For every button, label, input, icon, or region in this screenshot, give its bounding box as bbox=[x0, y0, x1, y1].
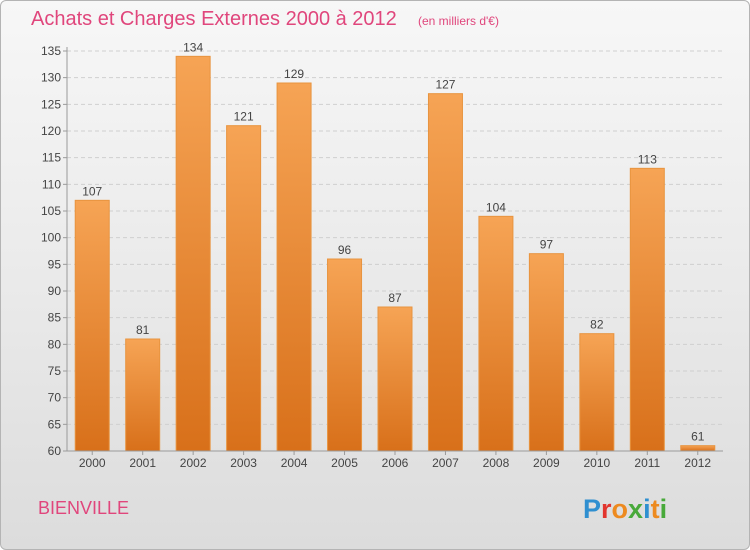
x-tick-label-2009: 2009 bbox=[533, 456, 560, 470]
y-tick-label-80: 80 bbox=[48, 337, 62, 351]
y-tick-label-100: 100 bbox=[41, 231, 61, 245]
data-label-2009: 97 bbox=[540, 238, 554, 252]
x-tick-label-2010: 2010 bbox=[583, 456, 610, 470]
y-tick-label-70: 70 bbox=[48, 391, 62, 405]
bar-2003 bbox=[226, 125, 262, 452]
logo-letter: i bbox=[660, 494, 668, 524]
y-tick-label-85: 85 bbox=[48, 311, 62, 325]
bars bbox=[74, 55, 716, 452]
bar-2005 bbox=[327, 258, 363, 452]
y-tick-label-75: 75 bbox=[48, 364, 62, 378]
logo-letter: P bbox=[583, 494, 601, 524]
logo-letter: t bbox=[651, 494, 660, 524]
y-tick-label-115: 115 bbox=[42, 151, 61, 165]
data-label-2010: 82 bbox=[590, 318, 604, 332]
logo-letter: r bbox=[601, 494, 612, 524]
x-tick-label-2003: 2003 bbox=[230, 456, 257, 470]
data-label-2006: 87 bbox=[388, 291, 402, 305]
bar-2000 bbox=[74, 199, 110, 452]
y-tick-label-125: 125 bbox=[41, 97, 61, 111]
bar-2011 bbox=[629, 167, 665, 452]
bar-2006 bbox=[377, 306, 413, 452]
y-tick-label-110: 110 bbox=[42, 177, 61, 191]
data-label-2012: 61 bbox=[691, 430, 705, 444]
chart-unit: (en milliers d'€) bbox=[418, 14, 499, 28]
x-tick-label-2005: 2005 bbox=[331, 456, 358, 470]
y-tick-label-90: 90 bbox=[48, 284, 62, 298]
bar-2001 bbox=[125, 338, 161, 452]
x-tick-label-2001: 2001 bbox=[129, 456, 156, 470]
y-tick-label-60: 60 bbox=[48, 444, 62, 458]
logo-letter: i bbox=[643, 494, 651, 524]
y-tick-label-130: 130 bbox=[41, 71, 61, 85]
x-tick-label-2004: 2004 bbox=[281, 456, 308, 470]
x-tick-label-2008: 2008 bbox=[483, 456, 510, 470]
x-axis-ticks: 2000 2001 2002 2003 2004 2005 2006 2007 2008 2009… bbox=[79, 451, 711, 470]
bar-2008 bbox=[478, 215, 514, 452]
x-tick-label-2002: 2002 bbox=[180, 456, 207, 470]
data-labels: 107 81 134 121 129 96 87 127 104 97 82 113 61 bbox=[82, 40, 705, 443]
bar-2007 bbox=[427, 93, 463, 452]
y-axis-ticks: 60 65 70 75 80 85 90 95 100 105 110 115 120 125 130 135 bbox=[41, 44, 67, 458]
data-label-2008: 104 bbox=[486, 200, 506, 214]
bar-2002 bbox=[175, 55, 211, 452]
data-label-2001: 81 bbox=[136, 323, 150, 337]
y-tick-label-95: 95 bbox=[48, 257, 62, 271]
bar-2012 bbox=[680, 445, 716, 452]
commune-name: BIENVILLE bbox=[38, 498, 129, 518]
bar-2004 bbox=[276, 82, 312, 452]
data-label-2005: 96 bbox=[338, 243, 352, 257]
bar-2010 bbox=[579, 333, 615, 452]
data-label-2003: 121 bbox=[234, 110, 254, 124]
data-label-2011: 113 bbox=[638, 152, 657, 166]
proxiti-logo: Proxiti bbox=[583, 494, 667, 524]
y-tick-label-135: 135 bbox=[41, 44, 61, 58]
y-tick-label-65: 65 bbox=[48, 417, 62, 431]
logo-letter: o bbox=[612, 494, 629, 524]
x-tick-label-2000: 2000 bbox=[79, 456, 106, 470]
y-tick-label-105: 105 bbox=[41, 204, 61, 218]
x-tick-label-2012: 2012 bbox=[684, 456, 711, 470]
bar-2009 bbox=[528, 253, 564, 452]
x-tick-label-2007: 2007 bbox=[432, 456, 459, 470]
y-tick-label-120: 120 bbox=[41, 124, 61, 138]
x-tick-label-2011: 2011 bbox=[634, 456, 660, 470]
chart-title: Achats et Charges Externes 2000 à 2012 bbox=[31, 8, 397, 30]
x-tick-label-2006: 2006 bbox=[382, 456, 409, 470]
data-label-2002: 134 bbox=[183, 40, 203, 54]
data-label-2004: 129 bbox=[284, 67, 304, 81]
logo-letter: x bbox=[628, 494, 643, 524]
data-label-2000: 107 bbox=[82, 184, 102, 198]
data-label-2007: 127 bbox=[435, 78, 455, 92]
